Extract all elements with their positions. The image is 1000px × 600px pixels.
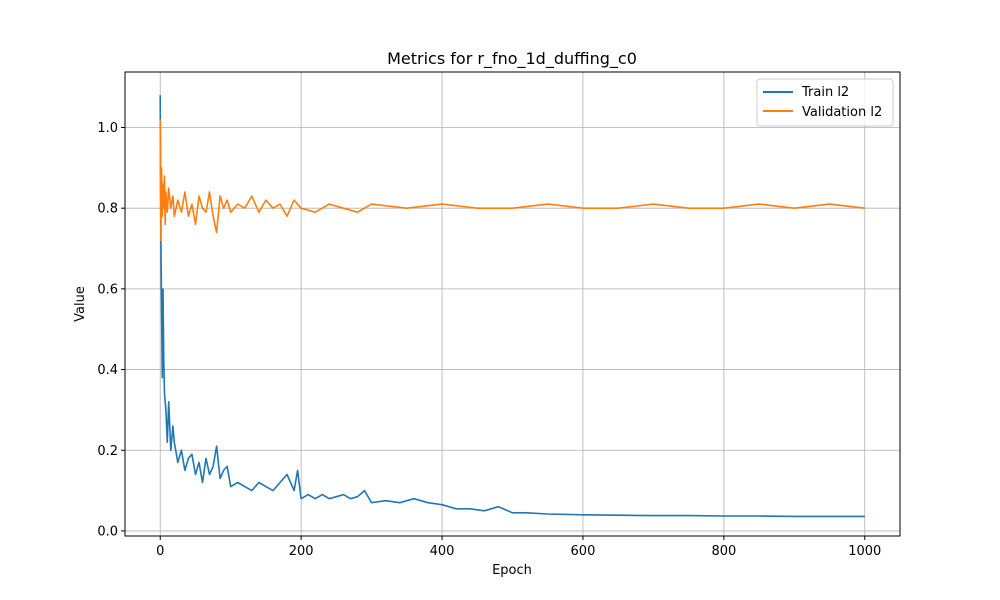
series-layer [159,95,865,518]
y-tick-label: 0.4 [97,363,118,378]
x-tick-label: 400 [430,544,455,559]
legend-label-validation: Validation l2 [802,105,882,120]
y-axis-label: Value [73,286,88,322]
legend-box [756,78,894,127]
legend: Train l2 Validation l2 [756,78,894,127]
x-tick-label: 800 [711,544,736,559]
x-tick-label: 0 [156,544,164,559]
x-tick-label: 200 [289,544,314,559]
x-tick-label: 1000 [848,544,881,559]
y-tick-label: 0.8 [97,202,118,217]
y-tick-label: 0.2 [97,444,118,459]
tick-layer: 0 200 400 600 800 1000 0.0 0.2 0.4 0.6 0.8 1.0 [97,121,881,559]
plot-frame [124,71,901,537]
y-tick-label: 0.6 [97,282,118,297]
y-tick-label: 1.0 [97,121,118,136]
legend-label-train: Train l2 [801,85,849,100]
series-line-train-l2 [159,95,865,518]
x-axis-label: Epoch [492,563,532,578]
series-line-validation-l2 [159,119,865,242]
chart-title: Metrics for r_fno_1d_duffing_c0 [387,49,637,69]
x-tick-label: 600 [571,544,596,559]
y-tick-label: 0.0 [97,524,118,539]
